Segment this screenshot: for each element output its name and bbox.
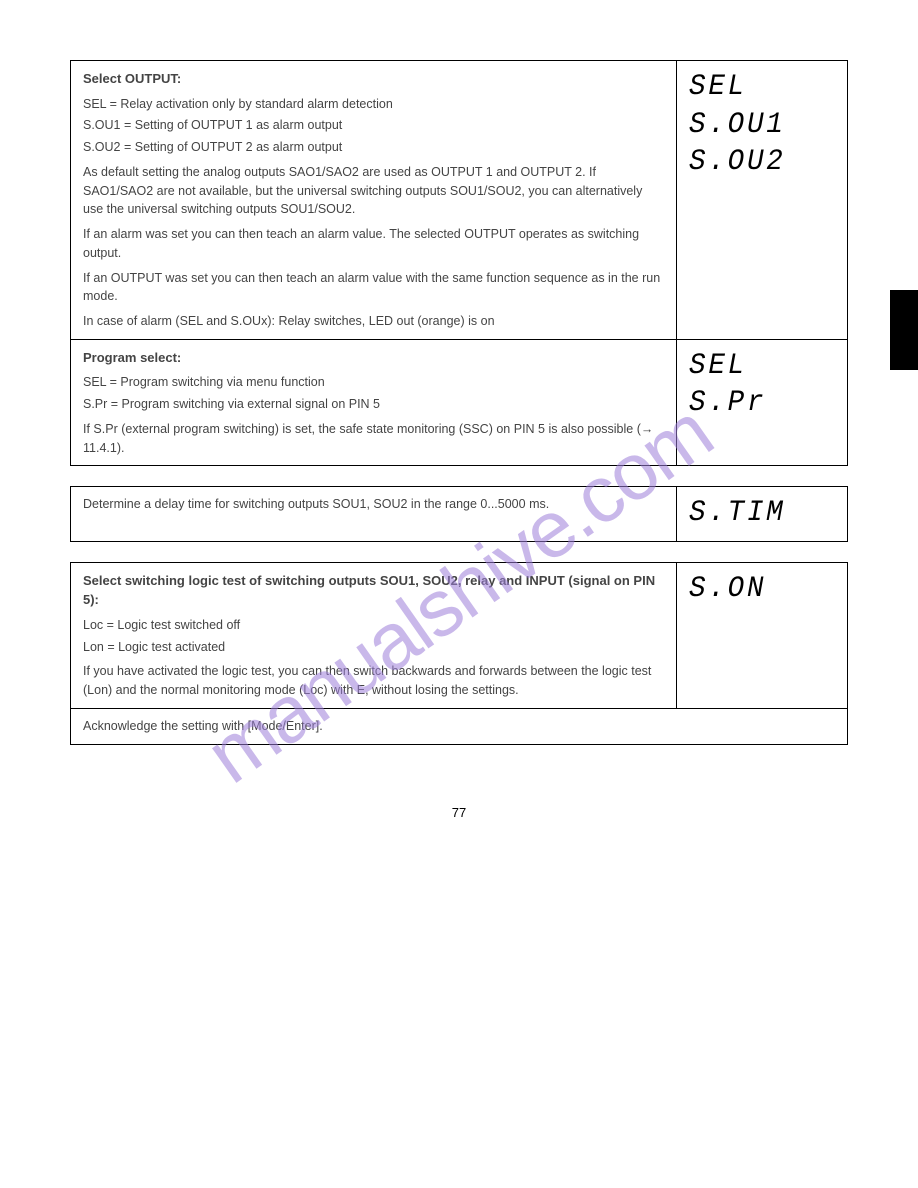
note-line: If an alarm was set you can then teach a… [83,225,664,263]
note-line: If S.Pr (external program switching) is … [83,420,664,458]
table-row: Determine a delay time for switching out… [71,487,848,542]
note-line: As default setting the analog outputs SA… [83,163,664,219]
setting-line: S.OU2 = Setting of OUTPUT 2 as alarm out… [83,138,664,157]
settings-table-1: Select OUTPUT: SEL = Relay activation on… [70,60,848,466]
table-row: Program select: SEL = Program switching … [71,339,848,466]
description-cell: Determine a delay time for switching out… [71,487,677,542]
display-code: S.TIM [689,495,823,533]
code-cell: SEL S.OU1 S.OU2 [677,61,848,340]
display-code: S.OU1 [689,107,823,145]
table-row: Acknowledge the setting with [Mode/Enter… [71,708,848,744]
note-line: If you have activated the logic test, yo… [83,662,664,700]
setting-line: S.OU1 = Setting of OUTPUT 1 as alarm out… [83,116,664,135]
display-code: S.ON [689,571,823,609]
code-cell: S.TIM [677,487,848,542]
setting-line: Determine a delay time for switching out… [83,495,664,514]
display-code: S.OU2 [689,144,823,182]
settings-table-3: Select switching logic test of switching… [70,562,848,745]
settings-table-2: Determine a delay time for switching out… [70,486,848,542]
display-code: SEL [689,348,823,386]
setting-line: SEL = Relay activation only by standard … [83,95,664,114]
code-cell: S.ON [677,562,848,708]
note-line: If an OUTPUT was set you can then teach … [83,269,664,307]
description-cell: Acknowledge the setting with [Mode/Enter… [71,708,848,744]
table-row: Select switching logic test of switching… [71,562,848,708]
page-number: 77 [70,805,848,820]
page-content: Select OUTPUT: SEL = Relay activation on… [0,0,918,860]
note-line: In case of alarm (SEL and S.OUx): Relay … [83,312,664,331]
setting-line: Acknowledge the setting with [Mode/Enter… [83,717,835,736]
display-code: SEL [689,69,823,107]
display-code: S.Pr [689,385,823,423]
description-cell: Program select: SEL = Program switching … [71,339,677,466]
row-title: Select OUTPUT: [83,69,664,89]
row-title: Program select: [83,348,664,368]
table-row: Select OUTPUT: SEL = Relay activation on… [71,61,848,340]
setting-line: SEL = Program switching via menu functio… [83,373,664,392]
setting-line: S.Pr = Program switching via external si… [83,395,664,414]
description-cell: Select switching logic test of switching… [71,562,677,708]
code-cell: SEL S.Pr [677,339,848,466]
description-cell: Select OUTPUT: SEL = Relay activation on… [71,61,677,340]
row-title: Select switching logic test of switching… [83,571,664,610]
setting-line: Lon = Logic test activated [83,638,664,657]
setting-line: Loc = Logic test switched off [83,616,664,635]
